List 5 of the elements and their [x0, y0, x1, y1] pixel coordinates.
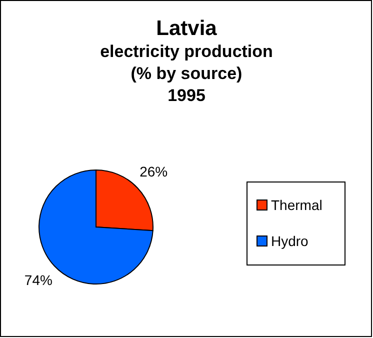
data-label: 26% — [140, 164, 168, 180]
data-label: 74% — [24, 272, 52, 288]
legend-label: Hydro — [271, 233, 309, 249]
chart-title: Latvia electricity production (% by source) 1995 — [100, 17, 273, 105]
legend-label: Thermal — [271, 197, 322, 213]
